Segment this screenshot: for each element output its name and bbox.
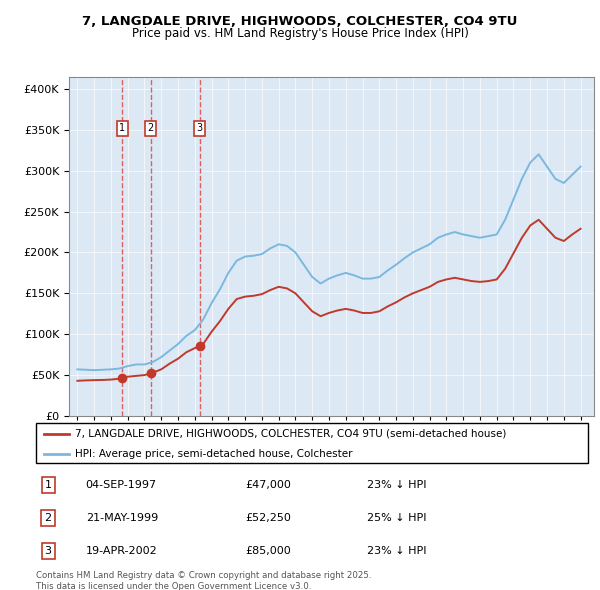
Text: 1: 1	[119, 123, 125, 133]
Text: 3: 3	[44, 546, 52, 556]
Text: £52,250: £52,250	[246, 513, 292, 523]
Text: Contains HM Land Registry data © Crown copyright and database right 2025.
This d: Contains HM Land Registry data © Crown c…	[36, 571, 371, 590]
Text: 04-SEP-1997: 04-SEP-1997	[86, 480, 157, 490]
Text: 19-APR-2002: 19-APR-2002	[86, 546, 157, 556]
Text: Price paid vs. HM Land Registry's House Price Index (HPI): Price paid vs. HM Land Registry's House …	[131, 27, 469, 40]
Text: 23% ↓ HPI: 23% ↓ HPI	[367, 480, 427, 490]
Text: 1: 1	[44, 480, 52, 490]
Text: 7, LANGDALE DRIVE, HIGHWOODS, COLCHESTER, CO4 9TU: 7, LANGDALE DRIVE, HIGHWOODS, COLCHESTER…	[82, 15, 518, 28]
Text: 2: 2	[148, 123, 154, 133]
Text: 23% ↓ HPI: 23% ↓ HPI	[367, 546, 427, 556]
Text: 21-MAY-1999: 21-MAY-1999	[86, 513, 158, 523]
Text: 7, LANGDALE DRIVE, HIGHWOODS, COLCHESTER, CO4 9TU (semi-detached house): 7, LANGDALE DRIVE, HIGHWOODS, COLCHESTER…	[74, 429, 506, 439]
Text: £85,000: £85,000	[246, 546, 292, 556]
Text: 2: 2	[44, 513, 52, 523]
Text: HPI: Average price, semi-detached house, Colchester: HPI: Average price, semi-detached house,…	[74, 449, 352, 459]
FancyBboxPatch shape	[36, 423, 588, 463]
Text: £47,000: £47,000	[246, 480, 292, 490]
Text: 25% ↓ HPI: 25% ↓ HPI	[367, 513, 427, 523]
Text: 3: 3	[197, 123, 203, 133]
